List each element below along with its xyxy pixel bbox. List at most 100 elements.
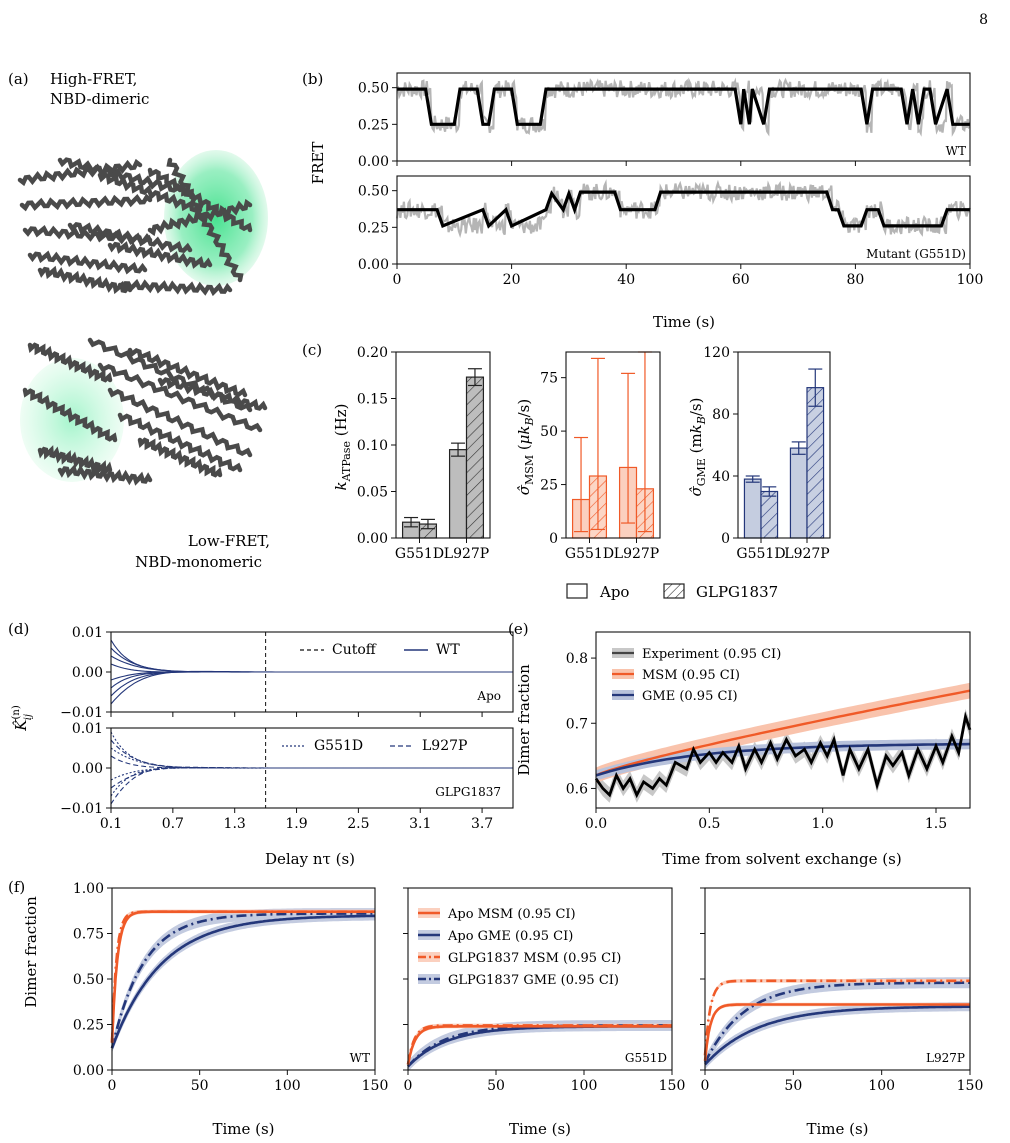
legend-label-wt: WT [436, 642, 460, 658]
y-tick-label: 0.01 [72, 721, 103, 737]
y-tick-label: 0.7 [566, 716, 588, 732]
x-tick-label: G551D [565, 546, 614, 562]
y-tick-label: 0.15 [357, 392, 388, 408]
x-tick-label: 100 [571, 1078, 598, 1094]
x-tick-label: 100 [274, 1078, 301, 1094]
y-tick-label: 0.05 [357, 485, 388, 501]
legend-label-apo: Apo [599, 583, 629, 601]
fret-trace-tag: WT [946, 144, 966, 158]
panel-a: (a) High-FRET, NBD-dimeric Low-FRET, NBD… [8, 70, 270, 571]
protein-helix [57, 157, 183, 193]
protein-helix [117, 412, 243, 473]
x-tick-label: G551D [395, 546, 444, 562]
legend-swatch-apo [566, 583, 588, 599]
kernel-subplot-tag: GLPG1837 [435, 785, 501, 799]
x-tick-label: 100 [868, 1078, 895, 1094]
kernel-curve [110, 670, 513, 705]
kernel-curve [110, 671, 513, 697]
x-tick-label: 0.1 [100, 816, 122, 832]
legend-label: GME (0.95 CI) [642, 689, 738, 704]
panel-label-f: (f) [8, 878, 25, 896]
x-tick-label: G551D [736, 546, 785, 562]
panel-label-e: (e) [508, 620, 529, 638]
panel-e-ylabel: Dimer fraction [515, 664, 533, 776]
x-tick-label: 40 [617, 272, 635, 288]
y-tick-label: 0.00 [72, 665, 103, 681]
panel-d-xlabel: Delay nτ (s) [265, 850, 355, 868]
panel-c1-ylabel: kATPase (Hz) [332, 404, 353, 491]
y-tick-label: 0.00 [358, 154, 389, 170]
x-tick-label: 2.5 [347, 816, 369, 832]
legend-label-glpg: GLPG1837 [696, 583, 778, 601]
panel-label-a: (a) [8, 70, 29, 88]
protein-helix [166, 157, 244, 283]
y-tick-label: 0.20 [357, 345, 388, 361]
protein-helix [67, 221, 193, 254]
kernel-curve [110, 671, 513, 681]
y-tick-label: 0 [721, 531, 730, 547]
y-tick-label: 80 [712, 407, 730, 423]
x-tick-label: 20 [503, 272, 521, 288]
low-fret-label-line1: Low-FRET, [188, 532, 270, 550]
protein-helix [22, 387, 118, 443]
y-tick-label: 0.00 [72, 761, 103, 777]
memory-kernel-subplot-0: 0.01 0.00 −0.01 Apo Cutoff WT [60, 625, 514, 721]
y-tick-label: 0.00 [357, 531, 388, 547]
fret-idealized-trace [397, 87, 970, 126]
bar-axes [737, 351, 831, 539]
dimer-kinetics-subplot-0: 0.00 0.25 0.50 0.75 1.00 0 50 100 150 WT Time (s) [73, 881, 389, 1138]
dimer-axes [595, 631, 971, 809]
panel-c3-ylabel: σ̂GME (mkB/s) [687, 398, 708, 497]
protein-helix [117, 278, 233, 297]
y-tick-label: 0.25 [73, 1018, 104, 1034]
fret-trace-tag: Mutant (G551D) [866, 247, 966, 261]
fret-axes [396, 72, 971, 162]
kinetics-subplot-tag: L927P [926, 1051, 965, 1065]
x-tick-label: 0 [108, 1078, 117, 1094]
y-tick-label: 0.6 [566, 781, 588, 797]
protein-helix [19, 193, 153, 212]
ci-band [112, 908, 375, 1054]
legend-label: GLPG1837 MSM (0.95 CI) [448, 951, 621, 966]
panel-d-ylabel: K̂(n)ij [11, 705, 34, 732]
legend-label: Experiment (0.95 CI) [642, 647, 781, 662]
legend-swatch-glpg [663, 583, 685, 599]
protein-helix [37, 265, 133, 295]
y-tick-label: 0.00 [358, 257, 389, 273]
y-tick-label: 0.8 [566, 651, 588, 667]
protein-helix [97, 362, 263, 433]
kernel-curve [110, 671, 513, 689]
fret-axes [396, 175, 971, 265]
y-tick-label: 1.00 [73, 881, 104, 897]
panel-f-ylabel: Dimer fraction [22, 896, 40, 1008]
dimer-kinetics-subplot-1: 0 50 100 150 G551D Time (s) [403, 887, 685, 1138]
ci-band [408, 1024, 672, 1067]
y-tick-label: 0.25 [358, 220, 389, 236]
x-tick-label: 0 [701, 1078, 710, 1094]
bar-chart-c1: G551D L927P 0.00 0.05 0.10 0.15 0.20 [357, 345, 491, 562]
panel-label-b: (b) [302, 70, 323, 88]
legend-label: GLPG1837 GME (0.95 CI) [448, 973, 619, 988]
protein-helix [107, 387, 253, 458]
legend-label-l927p: L927P [422, 738, 467, 754]
x-tick-label: 0 [393, 272, 402, 288]
glpg-msm-curve [110, 910, 375, 1043]
y-tick-label: 120 [703, 345, 730, 361]
kinetics-xlabel: Time (s) [212, 1120, 274, 1138]
protein-helix [137, 437, 223, 478]
kernel-curve [110, 767, 513, 781]
bar-chart-c2: G551D L927P 0 25 50 75 [540, 351, 661, 562]
y-tick-label: 0 [549, 531, 558, 547]
panel-b: (b) FRET Time (s) 0.00 0.25 0.50 WT 0.00 0.25… [302, 70, 983, 331]
panel-label-c: (c) [302, 341, 322, 359]
kernel-subplot-tag: Apo [476, 689, 501, 703]
panel-b-xlabel: Time (s) [653, 313, 715, 331]
msm-curve [595, 689, 971, 777]
fret-raw-trace [396, 77, 971, 137]
x-tick-label: 1.0 [812, 816, 834, 832]
y-tick-label: 50 [540, 424, 558, 440]
y-tick-label: 25 [540, 478, 558, 494]
dimer-kinetics-subplot-2: 0 50 100 150 L927P Time (s) [700, 887, 983, 1138]
